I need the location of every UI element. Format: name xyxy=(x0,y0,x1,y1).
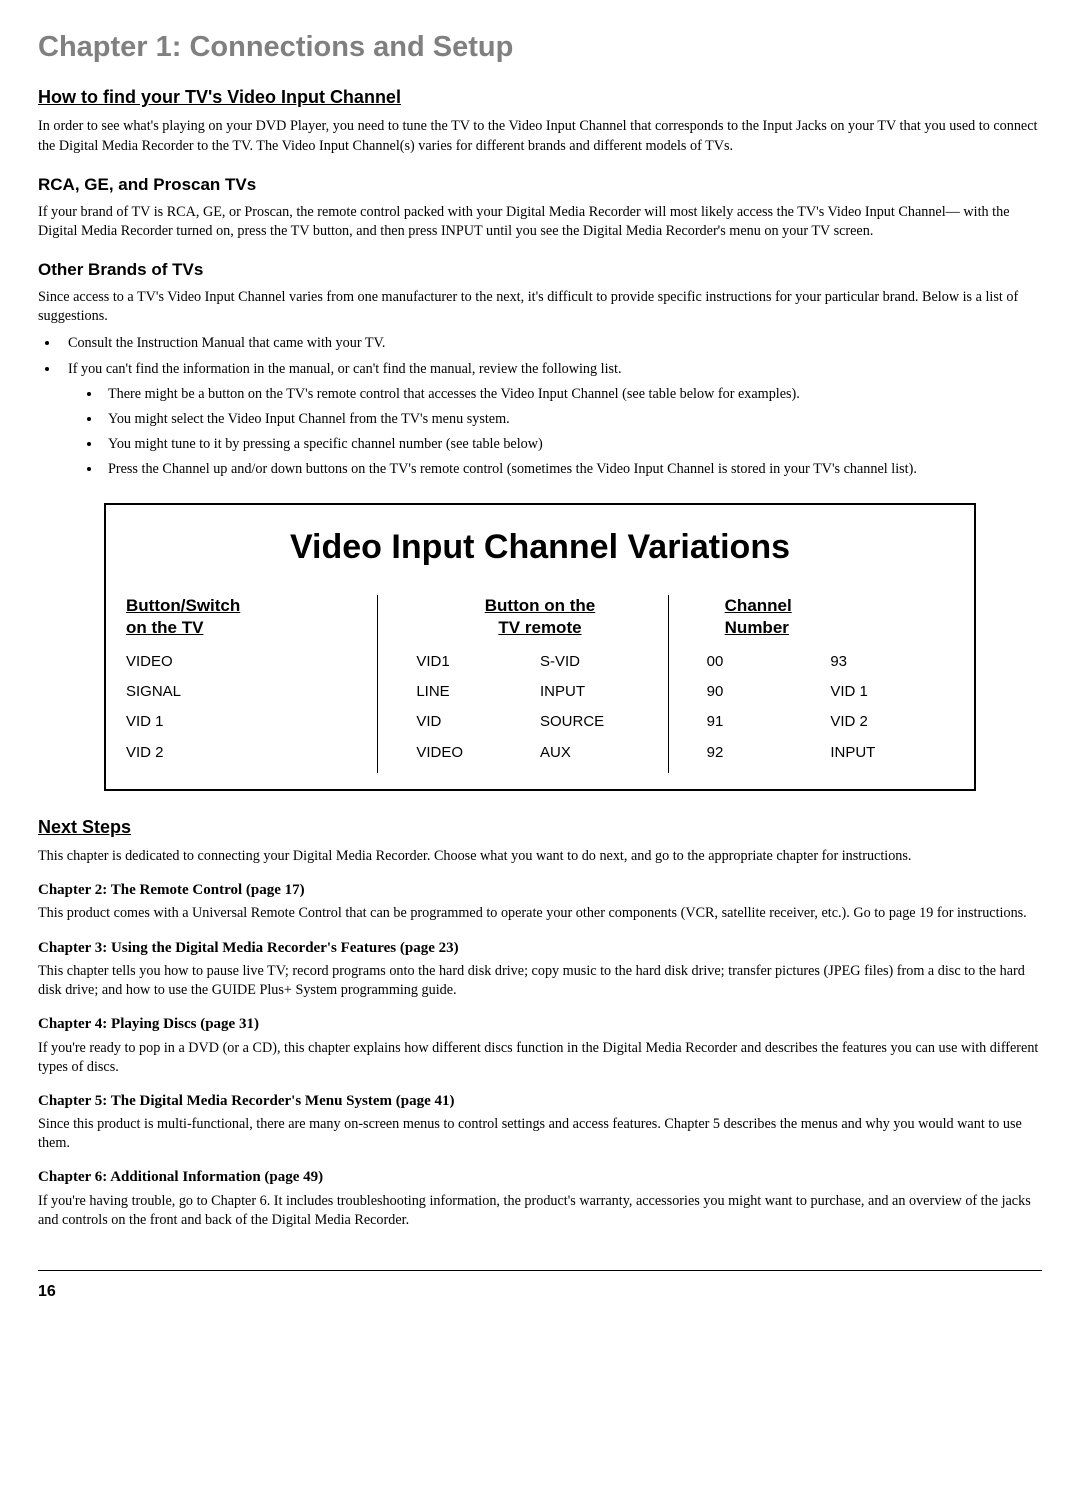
column-header: Button on the TV remote xyxy=(416,595,663,638)
table-row: VID 1 xyxy=(126,712,373,732)
header-line: Button on the xyxy=(485,596,595,615)
header-line: Channel xyxy=(725,596,792,615)
body-text: If you're ready to pop in a DVD (or a CD… xyxy=(38,1039,1042,1077)
footer-rule xyxy=(38,1270,1042,1271)
chapter-title: Chapter 1: Connections and Setup xyxy=(38,28,1042,67)
bullet-sublist: There might be a button on the TV's remo… xyxy=(102,385,1042,480)
cell: VID 1 xyxy=(126,712,164,732)
body-text: If your brand of TV is RCA, GE, or Prosc… xyxy=(38,203,1042,241)
chapter-ref-title: Chapter 2: The Remote Control (page 17) xyxy=(38,880,1042,900)
cell: SOURCE xyxy=(540,712,664,732)
body-text: Since access to a TV's Video Input Chann… xyxy=(38,288,1042,326)
cell: AUX xyxy=(540,743,664,763)
table-row: 90VID 1 xyxy=(707,682,954,702)
section-heading: Next Steps xyxy=(38,815,1042,839)
header-line: Number xyxy=(725,618,789,637)
chapter-ref-title: Chapter 6: Additional Information (page … xyxy=(38,1167,1042,1187)
body-text: This chapter tells you how to pause live… xyxy=(38,962,1042,1000)
cell: INPUT xyxy=(830,743,954,763)
cell: VID1 xyxy=(416,652,540,672)
body-text: If you're having trouble, go to Chapter … xyxy=(38,1192,1042,1230)
list-item: You might select the Video Input Channel… xyxy=(102,410,1042,429)
list-item: If you can't find the information in the… xyxy=(60,360,1042,379)
cell: VID xyxy=(416,712,540,732)
cell: VID 2 xyxy=(830,712,954,732)
table-row: 91VID 2 xyxy=(707,712,954,732)
cell: INPUT xyxy=(540,682,664,702)
table-row: VIDEO xyxy=(126,652,373,672)
body-text: Since this product is multi-functional, … xyxy=(38,1115,1042,1153)
cell: VIDEO xyxy=(126,652,173,672)
table-row: 0093 xyxy=(707,652,954,672)
list-item: Press the Channel up and/or down buttons… xyxy=(102,460,1042,479)
cell: VIDEO xyxy=(416,743,540,763)
table-column: Button on the TV remote VID1S-VID LINEIN… xyxy=(377,595,663,773)
header-line: TV remote xyxy=(498,618,581,637)
table-row: VIDEOAUX xyxy=(416,743,663,763)
list-item: Consult the Instruction Manual that came… xyxy=(60,334,1042,353)
header-line: on the TV xyxy=(126,618,203,637)
cell: 90 xyxy=(707,682,831,702)
table-row: 92INPUT xyxy=(707,743,954,763)
section-heading: How to find your TV's Video Input Channe… xyxy=(38,85,1042,109)
table-row: SIGNAL xyxy=(126,682,373,702)
cell: 92 xyxy=(707,743,831,763)
chapter-ref-title: Chapter 3: Using the Digital Media Recor… xyxy=(38,938,1042,958)
cell: 00 xyxy=(707,652,831,672)
cell: VID 2 xyxy=(126,743,164,763)
variations-table: Video Input Channel Variations Button/Sw… xyxy=(104,503,976,790)
page-number: 16 xyxy=(38,1281,1042,1303)
body-text: This product comes with a Universal Remo… xyxy=(38,904,1042,923)
header-line: Button/Switch xyxy=(126,596,240,615)
table-row: LINEINPUT xyxy=(416,682,663,702)
chapter-ref-title: Chapter 5: The Digital Media Recorder's … xyxy=(38,1091,1042,1111)
cell: 93 xyxy=(830,652,954,672)
cell: 91 xyxy=(707,712,831,732)
list-item: You might tune to it by pressing a speci… xyxy=(102,435,1042,454)
body-text: In order to see what's playing on your D… xyxy=(38,117,1042,155)
section-heading: RCA, GE, and Proscan TVs xyxy=(38,174,1042,197)
table-row: VID1S-VID xyxy=(416,652,663,672)
bullet-list: Consult the Instruction Manual that came… xyxy=(60,334,1042,378)
column-header: Channel Number xyxy=(707,595,954,638)
section-heading: Other Brands of TVs xyxy=(38,259,1042,282)
cell: SIGNAL xyxy=(126,682,181,702)
cell: LINE xyxy=(416,682,540,702)
table-column: Channel Number 0093 90VID 1 91VID 2 92IN… xyxy=(668,595,954,773)
list-item: There might be a button on the TV's remo… xyxy=(102,385,1042,404)
table-row: VID 2 xyxy=(126,743,373,763)
table-title: Video Input Channel Variations xyxy=(126,525,954,571)
cell: S-VID xyxy=(540,652,664,672)
body-text: This chapter is dedicated to connecting … xyxy=(38,847,1042,866)
table-row: VIDSOURCE xyxy=(416,712,663,732)
cell: VID 1 xyxy=(830,682,954,702)
column-header: Button/Switch on the TV xyxy=(126,595,373,638)
chapter-ref-title: Chapter 4: Playing Discs (page 31) xyxy=(38,1014,1042,1034)
table-column: Button/Switch on the TV VIDEO SIGNAL VID… xyxy=(126,595,373,773)
